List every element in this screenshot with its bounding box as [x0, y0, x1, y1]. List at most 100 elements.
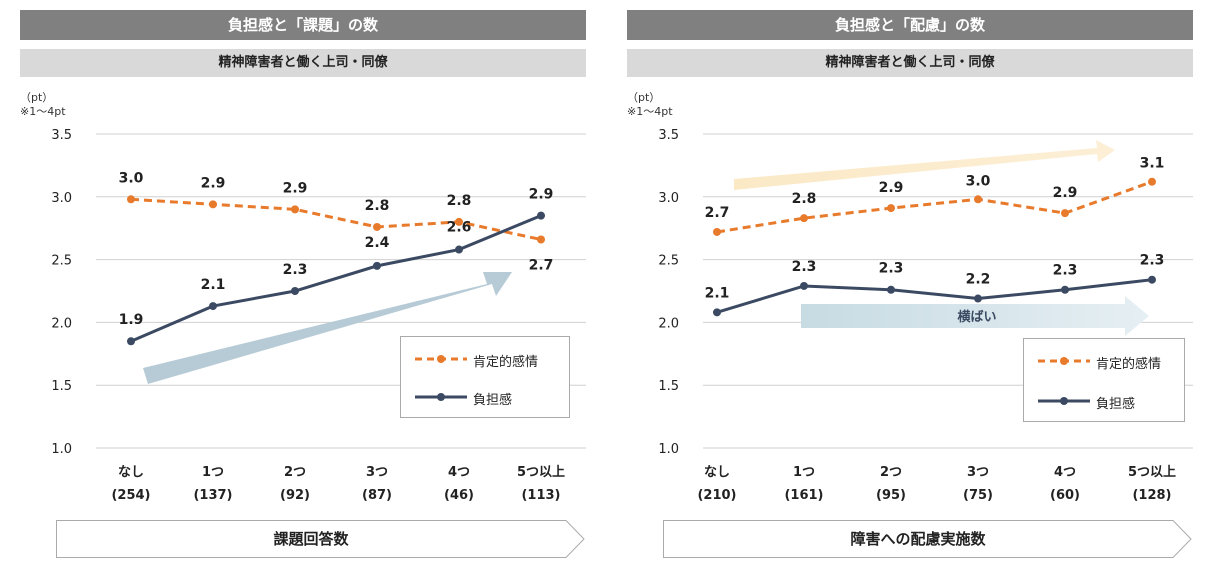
- x-tick-label: 3つ: [366, 465, 388, 480]
- y-tick-label: 1.5: [658, 379, 679, 394]
- legend-label-positive: 肯定的感情: [473, 355, 539, 370]
- burden-data-label: 1.9: [119, 312, 144, 328]
- burden-data-label: 2.3: [792, 259, 817, 275]
- positive-data-label: 2.8: [792, 191, 817, 207]
- positive-data-point: [800, 214, 808, 223]
- positive-data-point: [455, 217, 463, 226]
- x-tick-label: 4つ: [1054, 465, 1076, 480]
- x-tick-count: (128): [1132, 488, 1171, 503]
- burden-data-label: 2.2: [966, 272, 991, 288]
- legend-navy-marker-icon: [1038, 397, 1090, 405]
- y-tick-label: 1.0: [658, 442, 679, 457]
- left-bottom-label: 課題回答数: [273, 530, 349, 548]
- x-tick-label: 1つ: [793, 465, 815, 480]
- positive-data-point: [291, 205, 299, 214]
- positive-data-point: [373, 222, 381, 231]
- burden-data-label: 2.4: [365, 235, 390, 251]
- legend-item-burden: 負担感: [1024, 391, 1184, 412]
- right-chart-title: 負担感と「配慮」の数: [627, 10, 1193, 40]
- legend-orange-marker-icon: [1038, 357, 1090, 365]
- x-tick-count: (92): [280, 488, 310, 503]
- positive-data-point: [713, 227, 721, 236]
- x-tick-label: 5つ以上: [517, 465, 565, 480]
- y-tick-label: 3.0: [51, 191, 72, 206]
- x-tick-count: (161): [784, 488, 823, 503]
- burden-data-point: [455, 245, 463, 254]
- y-tick-label: 3.5: [658, 128, 679, 143]
- left-x-axis-caption: 課題回答数: [56, 520, 585, 558]
- burden-data-label: 2.3: [1053, 263, 1078, 279]
- x-tick-count: (60): [1050, 488, 1080, 503]
- positive-data-label: 2.7: [705, 205, 730, 221]
- positive-data-point: [209, 200, 217, 209]
- burden-data-point: [713, 308, 721, 317]
- burden-data-point: [373, 261, 381, 270]
- burden-data-point: [291, 287, 299, 295]
- y-tick-label: 3.5: [51, 128, 72, 143]
- y-tick-label: 2.5: [658, 254, 679, 269]
- x-tick-count: (137): [193, 488, 232, 503]
- burden-data-label: 2.3: [1140, 253, 1165, 269]
- right-unit-label: （pt）: [627, 91, 661, 104]
- x-tick-label: 4つ: [448, 465, 470, 480]
- burden-data-point: [537, 211, 545, 220]
- y-tick-label: 2.0: [51, 316, 72, 331]
- positive-series-line: [716, 180, 1153, 234]
- y-tick-label: 3.0: [658, 191, 679, 206]
- right-chart-panel: 負担感と「配慮」の数 精神障害者と働く上司・同僚 （pt） ※1～4pt 1.0…: [627, 0, 1195, 570]
- y-tick-label: 1.0: [51, 442, 72, 457]
- left-unit-label: （pt）: [20, 91, 54, 104]
- x-tick-label: 3つ: [967, 465, 989, 480]
- burden-data-point: [1061, 285, 1069, 294]
- positive-data-label: 3.0: [119, 170, 144, 186]
- positive-series-line: [130, 197, 542, 241]
- left-unit-note: ※1～4pt: [20, 105, 66, 118]
- right-bottom-label: 障害への配慮実施数: [850, 530, 986, 548]
- upward-trend-arrow: [143, 272, 512, 384]
- positive-data-point: [887, 204, 895, 213]
- left-chart-title: 負担感と「課題」の数: [20, 10, 586, 40]
- burden-data-point: [209, 302, 217, 311]
- chevron-box-icon: [56, 520, 585, 558]
- positive-data-point: [974, 195, 982, 204]
- positive-data-label: 3.1: [1140, 156, 1165, 172]
- positive-data-label: 2.9: [879, 180, 904, 196]
- positive-data-point: [127, 195, 135, 204]
- positive-data-point: [537, 235, 545, 244]
- x-tick-count: (87): [362, 488, 392, 503]
- x-tick-label: なし: [118, 465, 144, 480]
- legend-item-positive: 肯定的感情: [1024, 351, 1184, 372]
- x-tick-count: (75): [963, 488, 993, 503]
- burden-series-line: [130, 214, 542, 343]
- positive-data-label: 2.8: [365, 198, 390, 214]
- burden-series-line: [716, 278, 1153, 314]
- legend-item-burden: 負担感: [401, 387, 569, 408]
- left-legend: 肯定的感情 負担感: [400, 336, 570, 418]
- y-tick-label: 2.0: [658, 316, 679, 331]
- burden-data-label: 2.3: [283, 262, 308, 278]
- legend-item-positive: 肯定的感情: [401, 349, 569, 370]
- positive-data-label: 2.9: [201, 175, 226, 191]
- x-tick-label: 2つ: [284, 465, 306, 480]
- x-tick-label: 1つ: [202, 465, 224, 480]
- x-tick-count: (210): [697, 488, 736, 503]
- burden-data-point: [974, 294, 982, 303]
- right-legend: 肯定的感情 負担感: [1023, 338, 1185, 422]
- y-tick-label: 2.5: [51, 254, 72, 269]
- burden-data-label: 2.1: [201, 277, 226, 293]
- positive-data-label: 2.7: [529, 258, 554, 274]
- burden-data-point: [887, 285, 895, 294]
- x-tick-count: (95): [876, 488, 906, 503]
- burden-data-label: 2.6: [447, 220, 472, 236]
- x-tick-count: (46): [444, 488, 474, 503]
- burden-data-point: [800, 281, 808, 290]
- legend-label-positive: 肯定的感情: [1096, 357, 1162, 372]
- x-tick-count: (254): [111, 488, 150, 503]
- positive-data-label: 3.0: [966, 173, 991, 189]
- positive-data-label: 2.9: [283, 180, 308, 196]
- positive-data-point: [1148, 177, 1156, 186]
- burden-data-label: 2.9: [529, 187, 554, 203]
- right-unit-note: ※1～4pt: [627, 105, 673, 118]
- right-chart-subtitle: 精神障害者と働く上司・同僚: [627, 49, 1193, 77]
